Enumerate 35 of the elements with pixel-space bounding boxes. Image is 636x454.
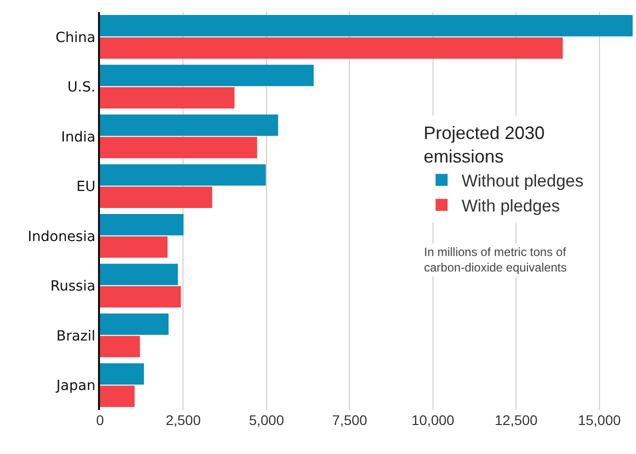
bar xyxy=(100,386,135,407)
x-tick-label: 10,000 xyxy=(412,412,455,428)
legend-title: Projected 2030 emissions xyxy=(424,122,545,166)
bar xyxy=(100,314,169,335)
y-tick-label: China xyxy=(55,30,96,46)
x-tick-label: 2,500 xyxy=(166,412,201,428)
x-tick-label: 12,500 xyxy=(494,412,538,428)
bar xyxy=(100,37,563,59)
bar xyxy=(100,186,212,208)
bar xyxy=(100,363,144,385)
bar xyxy=(100,114,278,136)
bar xyxy=(100,15,633,36)
y-tick-label: India xyxy=(61,129,96,146)
y-tick-label: Russia xyxy=(50,278,96,295)
y-tick-label: Japan xyxy=(55,378,96,394)
bar xyxy=(100,236,168,258)
bar xyxy=(100,64,314,86)
bar xyxy=(100,286,181,308)
annotation: In millions of metric tons of carbon-dioxide equivalents xyxy=(424,245,567,275)
bar xyxy=(100,336,140,358)
x-tick-label: 15,000 xyxy=(578,412,621,428)
x-tick-label: 5,000 xyxy=(248,412,284,428)
bar xyxy=(100,264,178,286)
y-tick-label: Indonesia xyxy=(28,228,96,245)
legend-label: Without pledges xyxy=(462,171,584,190)
bar xyxy=(100,164,266,186)
x-tick-label: 0 xyxy=(96,412,104,428)
legend-label: With pledges xyxy=(462,196,560,216)
bar xyxy=(100,214,184,236)
x-tick-label: 7,500 xyxy=(332,412,368,428)
y-tick-label: Brazil xyxy=(56,328,96,344)
y-tick-label: U.S. xyxy=(67,80,96,96)
bar xyxy=(100,87,234,108)
y-tick-label: EU xyxy=(76,179,96,196)
bar xyxy=(100,136,258,158)
